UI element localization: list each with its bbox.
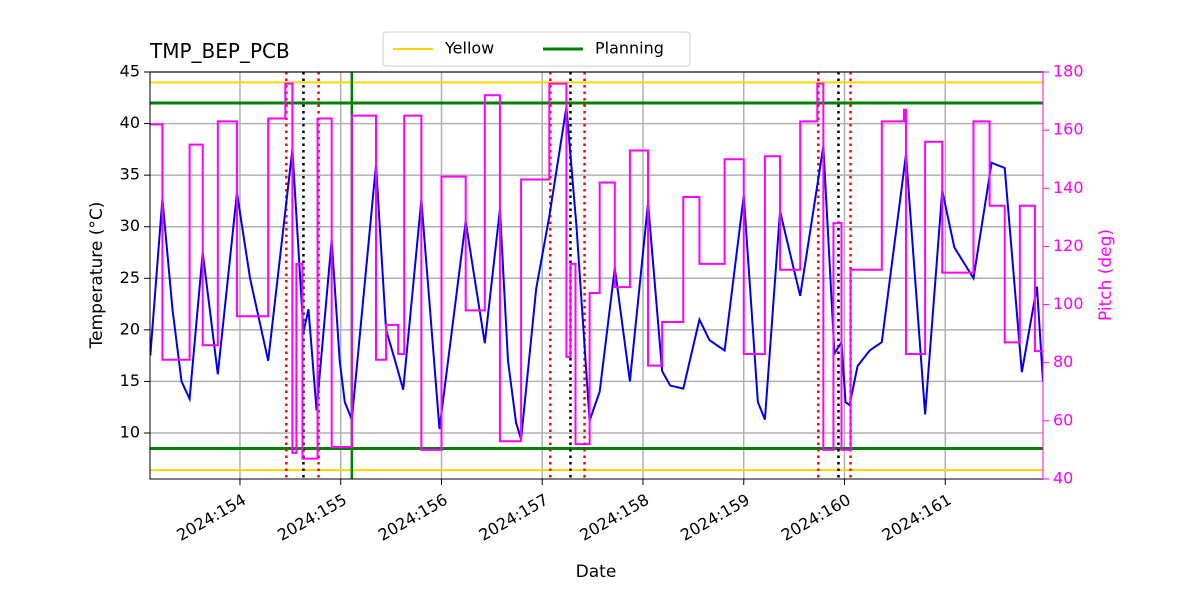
y2-tick-label: 80 bbox=[1053, 352, 1073, 371]
y2-tick-label: 140 bbox=[1053, 178, 1084, 197]
y-tick-label: 20 bbox=[120, 319, 140, 338]
y2-tick-label: 180 bbox=[1053, 62, 1084, 81]
y-tick-label: 10 bbox=[120, 422, 140, 441]
y2-tick-label: 120 bbox=[1053, 236, 1084, 255]
legend-label: Yellow bbox=[444, 39, 494, 58]
y2-axis-label: Pitch (deg) bbox=[1096, 229, 1116, 321]
y-axis-label: Temperature (°C) bbox=[87, 202, 107, 350]
x-axis-label: Date bbox=[576, 562, 617, 582]
y2-tick-label: 60 bbox=[1053, 410, 1073, 429]
y-tick-label: 45 bbox=[120, 62, 140, 81]
legend-box bbox=[382, 31, 691, 67]
data-line bbox=[150, 82, 1043, 460]
y-tick-label: 40 bbox=[120, 113, 140, 132]
y-tick-label: 15 bbox=[120, 371, 140, 390]
y2-tick-label: 40 bbox=[1053, 469, 1073, 488]
chart-title: TMP_BEP_PCB bbox=[149, 39, 290, 63]
y2-tick-label: 100 bbox=[1053, 294, 1084, 313]
y2-tick-label: 160 bbox=[1053, 120, 1084, 139]
data-line bbox=[150, 106, 1043, 440]
y-tick-label: 25 bbox=[120, 268, 140, 287]
y-tick-label: 35 bbox=[120, 165, 140, 184]
y-tick-label: 30 bbox=[120, 216, 140, 235]
legend-label: Planning bbox=[595, 39, 664, 58]
